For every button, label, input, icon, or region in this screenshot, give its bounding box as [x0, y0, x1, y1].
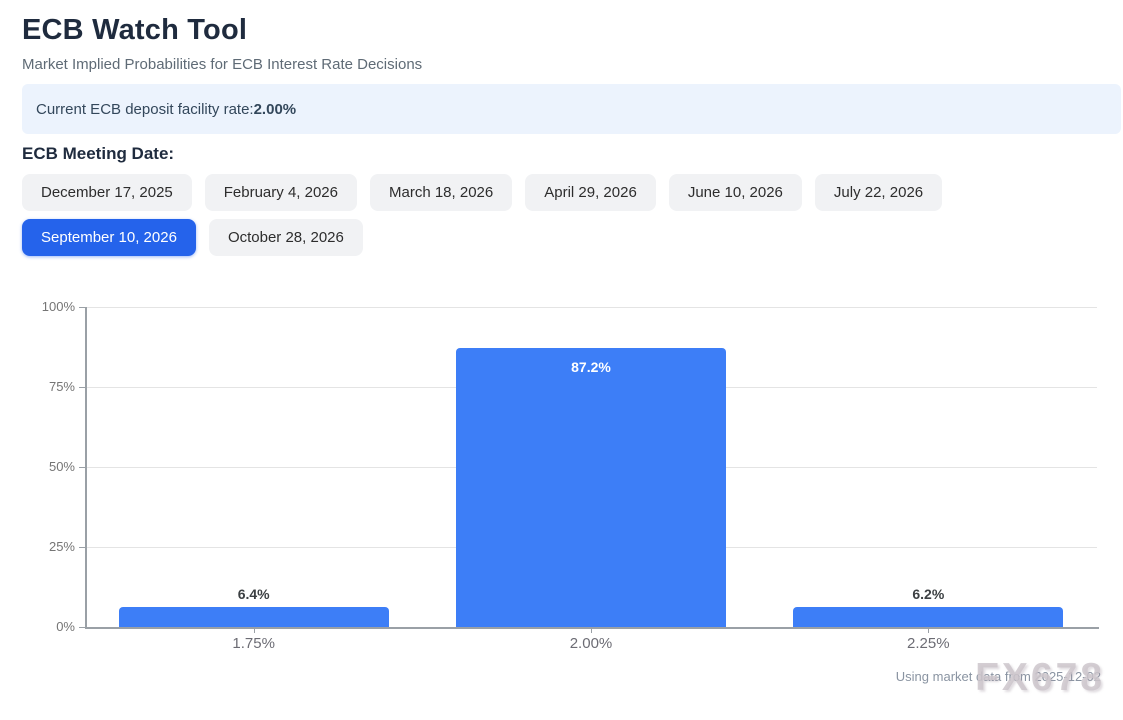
y-tick-label: 75% [48, 379, 75, 394]
x-axis-line [85, 627, 1099, 629]
current-rate-banner: Current ECB deposit facility rate: 2.00% [22, 84, 1121, 134]
meeting-date-button[interactable]: June 10, 2026 [668, 174, 802, 211]
bar-value-label: 6.2% [912, 586, 945, 603]
chart-bar[interactable] [456, 347, 726, 627]
y-axis-tick [79, 627, 85, 628]
y-tick-label: 25% [48, 539, 75, 554]
meeting-date-list: December 17, 2025 February 4, 2026 March 1… [22, 174, 1107, 256]
x-tick-label: 2.00% [569, 635, 613, 652]
chart-bar[interactable] [793, 607, 1064, 627]
bar-value-label: 6.4% [237, 585, 270, 602]
meeting-date-button[interactable]: February 4, 2026 [204, 174, 357, 211]
y-grid-line [85, 307, 1097, 308]
y-tick-label: 100% [41, 299, 75, 314]
y-axis-tick [79, 467, 85, 468]
x-tick-label: 2.25% [907, 635, 950, 652]
bar-value-label: 87.2% [571, 358, 611, 375]
meeting-date-heading: ECB Meeting Date: [22, 144, 175, 163]
y-axis-tick [79, 387, 85, 388]
data-date-note: Using market data from 2025-12-02 [895, 669, 1101, 684]
y-axis-tick [79, 307, 85, 308]
meeting-date-button[interactable]: July 22, 2026 [814, 174, 943, 211]
meeting-date-button[interactable]: October 28, 2026 [208, 219, 363, 256]
current-rate-label: Current ECB deposit facility rate: [36, 100, 254, 118]
ecb-watch-tool-page: ECB Watch Tool Market Implied Probabilit… [0, 14, 1123, 720]
meeting-date-button[interactable]: April 29, 2026 [525, 174, 656, 211]
x-axis-tick [253, 629, 255, 633]
meeting-date-button[interactable]: December 17, 2025 [22, 174, 192, 211]
probability-bar-chart: 0% 25% 50% 75% 100% 6.4% 1.75% 87.2% 2.00% 6.2% 2.… [22, 256, 1101, 656]
y-tick-label: 0% [56, 619, 75, 634]
meeting-date-button[interactable]: September 10, 2026 [22, 219, 196, 256]
chart-bar[interactable] [118, 606, 389, 627]
page-subtitle: Market Implied Probabilities for ECB Int… [22, 56, 423, 73]
page-title: ECB Watch Tool [22, 14, 248, 46]
x-axis-tick [591, 629, 592, 633]
chart-footer: Using market data from 2025-12-02 [22, 668, 1101, 686]
x-tick-label: 1.75% [232, 635, 275, 652]
y-axis-line [85, 307, 87, 629]
y-axis-tick [79, 547, 85, 548]
meeting-date-button[interactable]: March 18, 2026 [370, 174, 513, 211]
x-axis-tick [928, 629, 930, 633]
current-rate-value: 2.00% [253, 100, 297, 118]
y-tick-label: 50% [48, 459, 75, 474]
